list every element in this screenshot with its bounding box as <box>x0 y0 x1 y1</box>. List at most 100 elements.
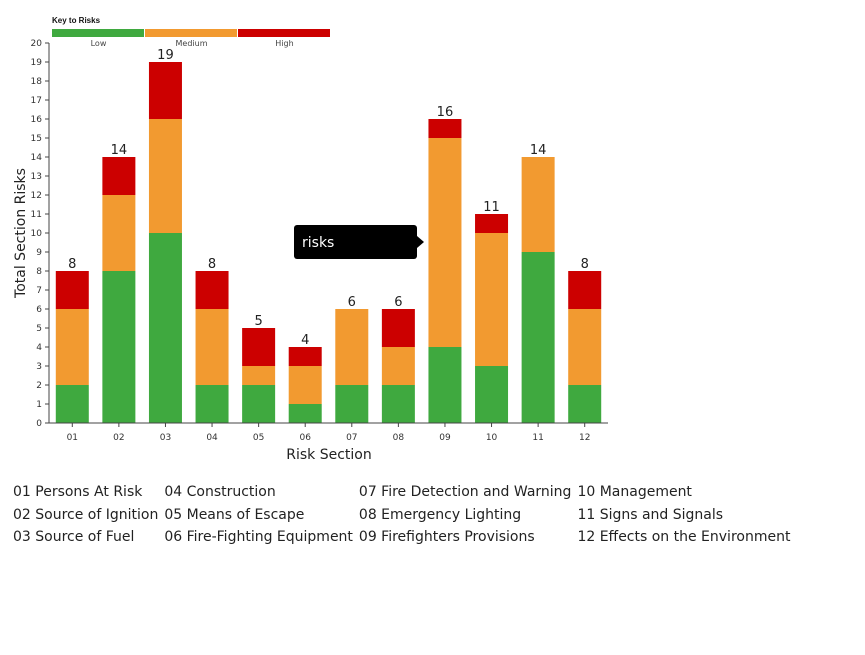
y-tick-label: 7 <box>36 286 42 296</box>
x-tick-label-06: 06 <box>299 433 311 443</box>
x-axis-title: Risk Section <box>286 447 371 463</box>
y-tick-label: 4 <box>36 343 42 353</box>
tooltip-pointer <box>417 236 424 248</box>
bar-segment-medium-11[interactable] <box>521 157 555 252</box>
x-tick-label-03: 03 <box>160 433 171 443</box>
y-tick-label: 3 <box>36 362 42 372</box>
y-tick-label: 1 <box>36 400 42 410</box>
section-legend-item: 12 Effects on the Environment <box>577 529 791 545</box>
x-tick-label-08: 08 <box>393 433 405 443</box>
y-tick-label: 12 <box>31 191 42 201</box>
bar-segment-high-08[interactable] <box>381 309 415 347</box>
x-tick-label-04: 04 <box>206 433 218 443</box>
section-legend-item: 10 Management <box>577 484 692 500</box>
bar-segment-high-10[interactable] <box>475 214 509 233</box>
x-tick-label-11: 11 <box>532 433 543 443</box>
x-axis: 01 02 03 04 05 06 07 08 09 10 11 12 <box>49 422 608 443</box>
section-legend-item: 05 Means of Escape <box>164 506 305 523</box>
bar-segment-high-06[interactable] <box>288 347 322 366</box>
bar-segment-low-01[interactable] <box>55 385 89 423</box>
section-legend-item: 02 Source of Ignition <box>13 506 159 523</box>
total-label-11: 14 <box>530 143 547 158</box>
bar-segment-low-12[interactable] <box>568 385 602 423</box>
y-tick-label: 5 <box>36 324 42 334</box>
section-legend-item: 04 Construction <box>164 484 276 500</box>
section-legend-item: 06 Fire-Fighting Equipment <box>164 529 353 545</box>
section-legend-row: 03 Source of Fuel 06 Fire-Fighting Equipm… <box>10 528 793 551</box>
total-label-04: 8 <box>208 257 216 272</box>
bar-segment-medium-02[interactable] <box>102 195 136 271</box>
y-tick-label: 19 <box>31 58 43 68</box>
y-tick-label: 18 <box>31 77 43 87</box>
total-label-03: 19 <box>157 48 174 63</box>
bar-segment-medium-09[interactable] <box>428 138 462 347</box>
x-tick-label-09: 09 <box>439 433 451 443</box>
y-tick-label: 15 <box>31 134 42 144</box>
y-tick-label: 0 <box>36 419 42 429</box>
y-axis-title: Total Section Risks <box>13 168 29 299</box>
key-swatch-medium <box>145 29 237 37</box>
x-tick-label-02: 02 <box>113 433 124 443</box>
section-legend-item: 01 Persons At Risk <box>13 484 143 500</box>
bar-segment-low-02[interactable] <box>102 271 136 423</box>
bar-segment-medium-07[interactable] <box>335 309 369 385</box>
bar-segment-low-06[interactable] <box>288 404 322 423</box>
total-label-01: 8 <box>68 257 76 272</box>
section-legend-item: 03 Source of Fuel <box>13 529 135 545</box>
y-tick-label: 2 <box>36 381 42 391</box>
y-tick-label: 17 <box>31 96 42 106</box>
risk-key-legend: Key to Risks Low Medium High <box>52 16 330 48</box>
bar-segment-medium-10[interactable] <box>475 233 509 366</box>
bar-segment-high-01[interactable] <box>55 271 89 309</box>
y-tick-label: 13 <box>31 172 42 182</box>
bar-segment-medium-08[interactable] <box>381 347 415 385</box>
bar-segment-medium-05[interactable] <box>242 366 276 385</box>
x-tick-label-10: 10 <box>486 433 498 443</box>
bar-segment-medium-03[interactable] <box>148 119 182 233</box>
y-tick-label: 6 <box>36 305 42 315</box>
x-tick-label-05: 05 <box>253 433 264 443</box>
y-tick-label: 9 <box>36 248 42 258</box>
y-tick-label: 8 <box>36 267 42 277</box>
section-legend-row: 01 Persons At Risk 04 Construction 07 Fire… <box>10 483 793 506</box>
bar-segment-low-11[interactable] <box>521 252 555 423</box>
section-legend-row: 02 Source of Ignition 05 Means of Escape 0… <box>10 506 793 529</box>
bar-segment-medium-12[interactable] <box>568 309 602 385</box>
tooltip-text: risks <box>302 235 334 251</box>
bar-segment-medium-04[interactable] <box>195 309 229 385</box>
tooltip: risks <box>294 225 424 259</box>
y-tick-label: 10 <box>31 229 43 239</box>
total-label-02: 14 <box>111 143 128 158</box>
total-label-08: 6 <box>394 295 402 310</box>
bar-segment-high-09[interactable] <box>428 119 462 138</box>
bar-segment-low-03[interactable] <box>148 233 182 423</box>
bar-segment-medium-06[interactable] <box>288 366 322 404</box>
section-legend-item: 07 Fire Detection and Warning <box>358 484 572 500</box>
bar-segment-low-05[interactable] <box>242 385 276 423</box>
bar-segment-low-04[interactable] <box>195 385 229 423</box>
total-label-06: 4 <box>301 333 309 348</box>
bar-segment-high-02[interactable] <box>102 157 136 195</box>
section-legend-item: 11 Signs and Signals <box>577 506 724 523</box>
bar-segment-low-07[interactable] <box>335 385 369 423</box>
bar-segment-high-05[interactable] <box>242 328 276 366</box>
bars <box>55 62 602 423</box>
x-tick-label-12: 12 <box>579 433 590 443</box>
y-tick-label: 14 <box>31 153 43 163</box>
section-legend-item: 09 Firefighters Provisions <box>358 529 535 545</box>
bar-segment-low-10[interactable] <box>475 366 509 423</box>
bar-segment-low-09[interactable] <box>428 347 462 423</box>
bar-segment-medium-01[interactable] <box>55 309 89 385</box>
section-legend: 01 Persons At Risk 04 Construction 07 Fire… <box>10 483 793 551</box>
bar-segment-low-08[interactable] <box>381 385 415 423</box>
bar-segment-high-12[interactable] <box>568 271 602 309</box>
key-title: Key to Risks <box>52 16 101 25</box>
total-label-05: 5 <box>254 314 262 329</box>
total-label-09: 16 <box>437 105 454 120</box>
bar-segment-high-03[interactable] <box>148 62 182 119</box>
key-swatch-high <box>238 29 330 37</box>
y-tick-label: 11 <box>31 210 42 220</box>
bar-segment-high-04[interactable] <box>195 271 229 309</box>
